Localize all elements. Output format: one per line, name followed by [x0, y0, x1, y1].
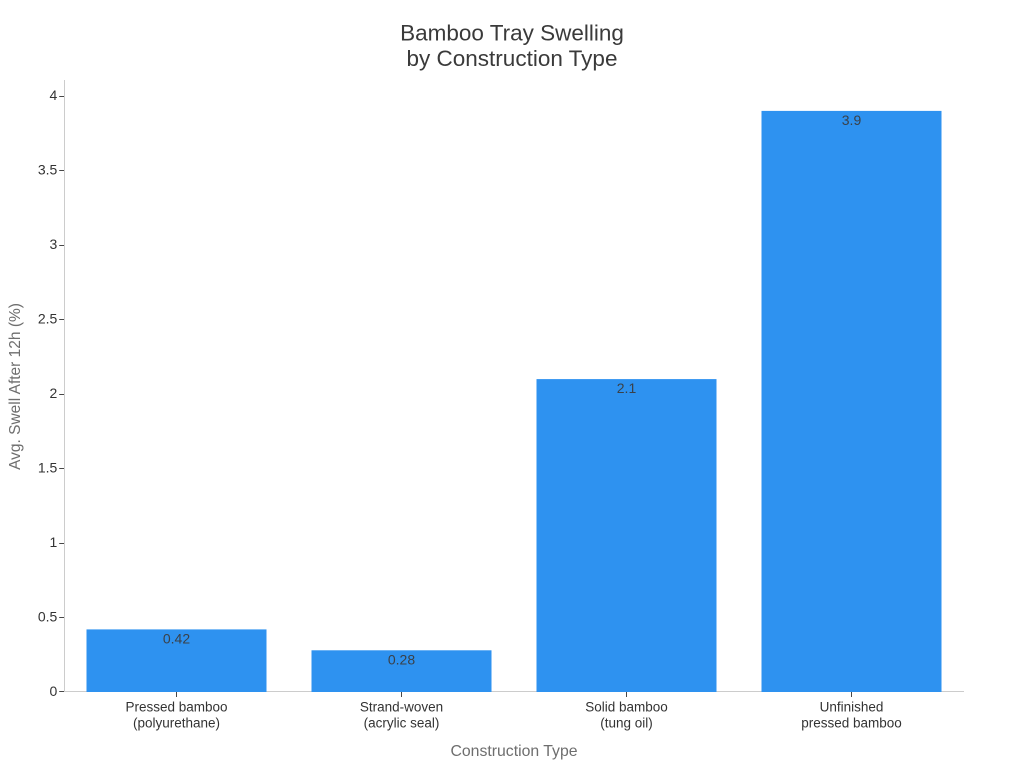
svg-text:0.28: 0.28	[388, 651, 415, 667]
svg-text:2.5: 2.5	[38, 310, 58, 326]
svg-text:3: 3	[50, 236, 58, 252]
svg-text:Avg. Swell After 12h (%): Avg. Swell After 12h (%)	[7, 303, 24, 470]
svg-text:Bamboo Tray Swelling: Bamboo Tray Swelling	[400, 21, 624, 46]
svg-text:Solid bamboo: Solid bamboo	[585, 700, 668, 715]
svg-text:2: 2	[50, 385, 58, 401]
svg-text:Strand-woven: Strand-woven	[360, 700, 443, 715]
svg-text:(tung oil): (tung oil)	[600, 716, 653, 731]
svg-text:Unfinished: Unfinished	[820, 700, 884, 715]
svg-text:4: 4	[50, 87, 58, 103]
svg-text:1: 1	[50, 534, 58, 550]
svg-text:2.1: 2.1	[617, 380, 637, 396]
svg-text:3.5: 3.5	[38, 161, 58, 177]
svg-text:3.9: 3.9	[842, 112, 862, 128]
svg-text:0.42: 0.42	[163, 630, 190, 646]
svg-text:Construction Type: Construction Type	[450, 743, 577, 760]
svg-text:0: 0	[50, 683, 58, 699]
svg-text:(acrylic seal): (acrylic seal)	[364, 716, 440, 731]
svg-text:0.5: 0.5	[38, 608, 58, 624]
svg-text:1.5: 1.5	[38, 459, 58, 475]
svg-text:(polyurethane): (polyurethane)	[133, 716, 220, 731]
svg-text:pressed bamboo: pressed bamboo	[801, 716, 902, 731]
svg-text:Pressed bamboo: Pressed bamboo	[125, 700, 227, 715]
svg-text:by Construction Type: by Construction Type	[407, 46, 618, 71]
